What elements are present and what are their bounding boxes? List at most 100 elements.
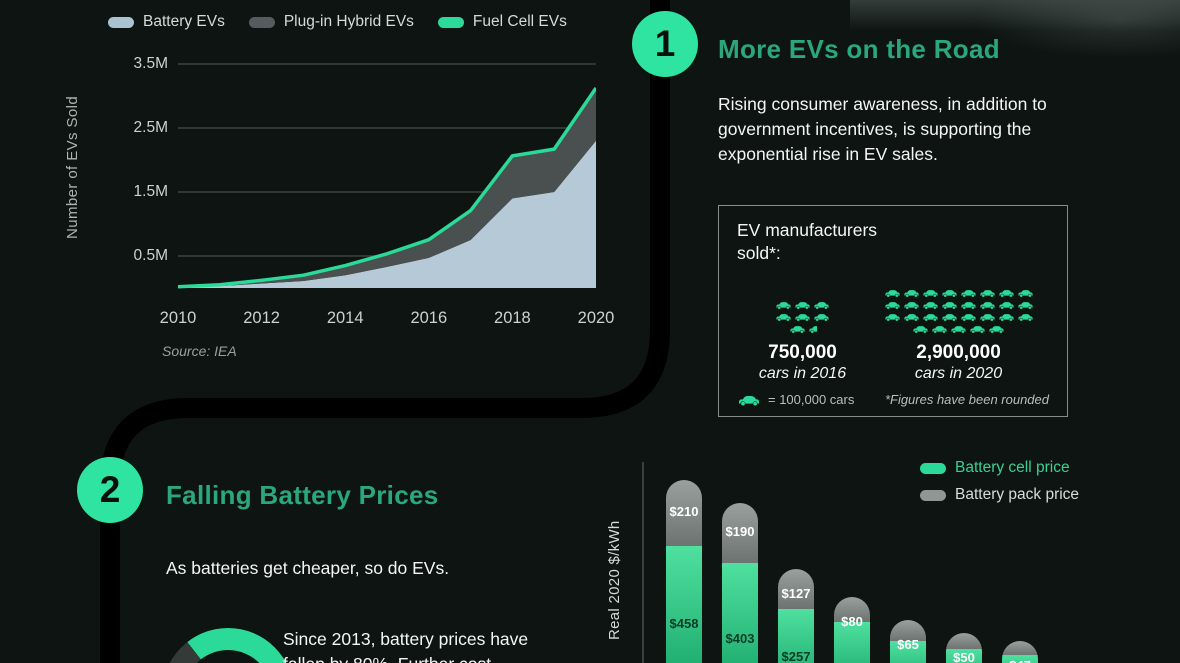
cars-sold-2016-caption: cars in 2016 [758,365,847,382]
pack-premium-label: $80 [841,614,863,630]
pack-price-segment [946,632,982,649]
car-key-icon [737,394,761,406]
section-2-lead: As batteries get cheaper, so do EVs. [166,558,450,578]
cars-sold-2020-caption: cars in 2020 [914,365,1003,382]
legend-item-cell-price: Battery cell price [920,459,1079,477]
x-tick-label: 2012 [243,309,280,327]
x-tick-label: 2016 [410,309,448,327]
legend-label: Fuel Cell EVs [472,13,567,30]
legend-item-fuel-cell: Fuel Cell EVs [437,13,567,31]
car-icon [922,288,939,298]
car-icon [884,312,901,322]
car-icon [979,300,996,310]
cell-price-swatch [920,462,946,474]
price-bar: $47 [1002,640,1038,663]
car-icon [808,324,817,334]
car-icon [884,300,901,310]
price-bar: $80 [834,597,870,663]
car-icon [775,312,792,322]
section-1-title: More EVs on the Road [718,34,1000,64]
battery-price-bar-chart: $210 $458 $190 $403 $127 $257 $80 $65 $50 $47 [660,462,1180,663]
car-icon [813,300,830,310]
legend-label: Plug-in Hybrid EVs [283,13,414,30]
x-tick-label: 2018 [494,309,531,327]
section-2-title: Falling Battery Prices [166,480,439,510]
cell-price-segment [1002,655,1038,663]
legend-item-pack-price: Battery pack price [920,486,1079,504]
car-icon [922,300,939,310]
x-tick-label: 2020 [577,309,615,327]
car-icon [941,312,958,322]
ev-manufacturers-box: EV manufacturers sold*: 750,000 cars in … [718,205,1068,417]
cars-sold-2020-value: 2,900,000 [916,342,1001,363]
car-icon [813,312,830,322]
car-icon [775,300,792,310]
section-1-body: Rising consumer awareness, in addition t… [718,94,1047,164]
car-icon [794,312,811,322]
pack-premium-label: $50 [953,649,975,663]
price-bar: $190 $403 [722,503,758,663]
ev-sales-legend: Battery EVs Plug-in Hybrid EVs Fuel Cell… [108,13,567,31]
pack-premium-label: $210 [669,503,699,519]
car-icon [912,324,929,334]
car-icon [941,300,958,310]
price-bar: $65 [890,620,926,663]
car-icon [941,288,958,298]
pack-price-swatch [920,489,946,501]
step-1-badge: 1 [632,11,698,77]
y-tick-label: 0.5M [133,247,168,264]
cell-price-segment [834,622,870,663]
cell-price-label: $403 [725,631,755,647]
pack-premium-label: $190 [725,524,755,540]
pack-price-segment [722,503,758,564]
ev-sales-y-axis-title: Number of EVs Sold [64,95,81,239]
car-icon [922,312,939,322]
cell-price-segment [778,609,814,663]
car-icon [789,324,806,334]
chart-source: Source: IEA [162,343,237,359]
car-icon [998,288,1015,298]
step-2-badge: 2 [77,457,143,523]
pack-premium-label: $47 [1002,658,1038,663]
car-icon [1017,312,1034,322]
battery-evs-swatch [108,16,134,28]
ev-box-title: EV manufacturers sold*: [737,220,878,263]
car-icon-grid-2020 [884,286,1034,334]
x-tick-label: 2014 [326,309,364,327]
price-bar: $210 $458 [666,479,702,663]
phev-swatch [248,16,275,28]
cell-price-segment [890,640,926,663]
car-icon [960,312,977,322]
ev-group-2020: 2,900,000 cars in 2020 [868,286,1049,383]
legend-item-battery-evs: Battery EVs [108,13,225,31]
car-icon [794,300,811,310]
y-tick-label: 1.5M [133,183,168,200]
legend-label: Battery EVs [143,13,225,30]
car-icon [960,288,977,298]
x-tick-label: 2010 [159,309,197,327]
y-tick-label: 2.5M [133,119,168,136]
car-icon [950,324,967,334]
car-icon [903,288,920,298]
pack-price-segment [1002,640,1038,656]
battery-chart-y-axis-title: Real 2020 $/kWh [606,520,623,641]
car-icon [903,312,920,322]
pack-premium-label: $127 [781,586,811,602]
car-icon [931,324,948,334]
car-icon [969,324,986,334]
legend-label: Battery pack price [955,486,1080,503]
legend-label: Battery cell price [955,459,1070,476]
car-icon [960,300,977,310]
step-1-number: 1 [654,23,676,64]
ev-group-2016: 750,000 cars in 2016 [737,298,868,383]
cell-price-label: $458 [669,615,699,631]
pack-price-segment [778,569,814,610]
y-tick-label: 3.5M [133,55,168,72]
pack-price-segment [666,479,702,546]
battery-price-donut [162,628,294,663]
section-2-body: Since 2013, battery prices have fallen b… [283,629,529,663]
cell-price-segment [666,545,702,663]
ev-sales-area-chart [177,58,598,290]
cell-price-segment [722,563,758,663]
